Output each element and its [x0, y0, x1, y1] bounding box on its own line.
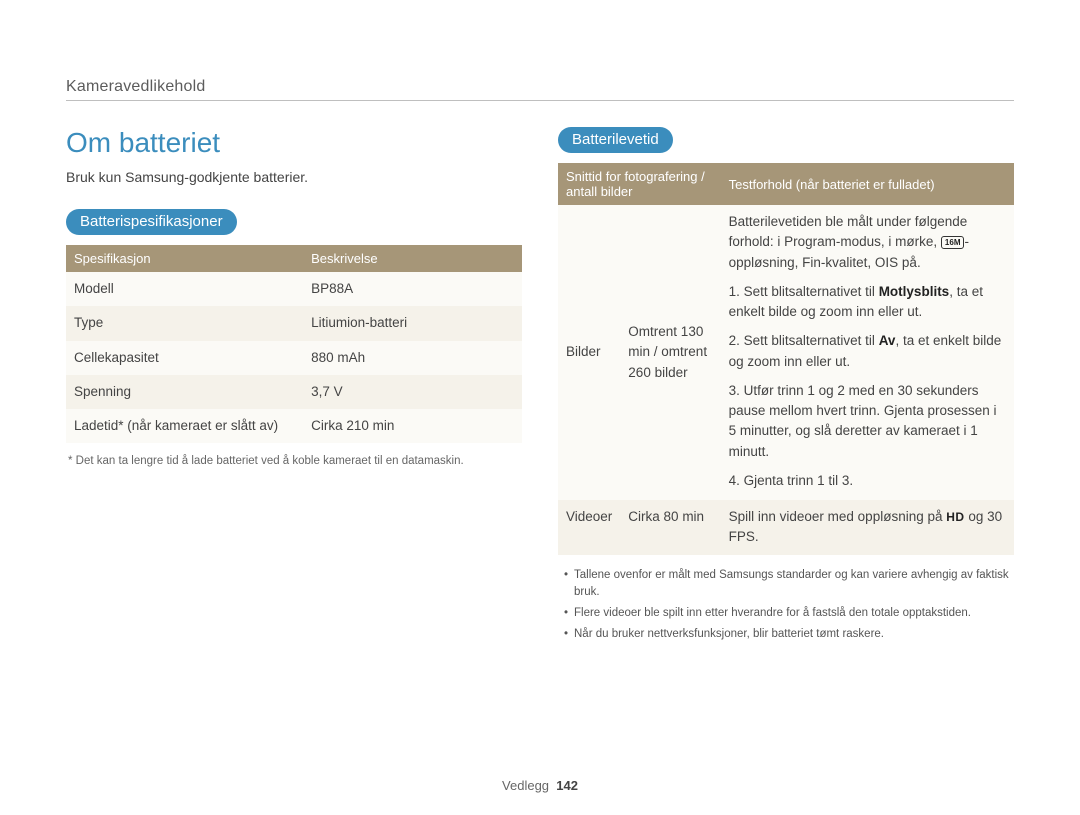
life-table: Snittid for fotografering / antall bilde…: [558, 163, 1014, 555]
spec-head-0: Spesifikasjon: [66, 245, 303, 272]
table-row: Spenning3,7 V: [66, 375, 522, 409]
life-row2-time: Cirka 80 min: [620, 500, 720, 555]
resolution-icon: 16M: [941, 236, 965, 249]
spec-head-1: Beskrivelse: [303, 245, 522, 272]
footer-page: 142: [556, 778, 578, 793]
life-row1-time: Omtrent 130 min / omtrent 260 bilder: [620, 205, 720, 500]
cell: Cellekapasitet: [66, 341, 303, 375]
table-row: ModellBP88A: [66, 272, 522, 306]
text: Spill inn videoer med oppløsning på: [729, 509, 947, 524]
hd-icon: HD: [946, 508, 964, 526]
page-title: Om batteriet: [66, 127, 522, 159]
intro-text: Bruk kun Samsung-godkjente batterier.: [66, 169, 522, 185]
table-row: TypeLitiumion-batteri: [66, 306, 522, 340]
life-pill: Batterilevetid: [558, 127, 673, 153]
text: 4. Gjenta trinn 1 til 3.: [729, 471, 1006, 491]
table-row: Ladetid* (når kameraet er slått av)Cirka…: [66, 409, 522, 443]
bullet-item: Når du bruker nettverksfunksjoner, blir …: [574, 626, 1014, 644]
spec-footnote: * Det kan ta lengre tid å lade batteriet…: [66, 453, 522, 470]
cell: Type: [66, 306, 303, 340]
text: 1. Sett blitsalternativet til: [729, 284, 879, 299]
page-footer: Vedlegg 142: [0, 778, 1080, 793]
divider: [66, 100, 1014, 101]
life-head-0: Snittid for fotografering / antall bilde…: [558, 163, 721, 205]
text: Batterilevetiden ble målt under følgende…: [729, 214, 968, 249]
bullet-item: Flere videoer ble spilt inn etter hveran…: [574, 605, 1014, 623]
spec-pill: Batterispesifikasjoner: [66, 209, 237, 235]
right-column: Batterilevetid Snittid for fotografering…: [558, 127, 1014, 647]
table-row: Videoer Cirka 80 min Spill inn videoer m…: [558, 500, 1014, 555]
cell: Ladetid* (når kameraet er slått av): [66, 409, 303, 443]
cell: Modell: [66, 272, 303, 306]
life-row2-cond: Spill inn videoer med oppløsning på HD o…: [721, 500, 1014, 555]
table-row: Cellekapasitet880 mAh: [66, 341, 522, 375]
text: 2. Sett blitsalternativet til: [729, 333, 879, 348]
cell: BP88A: [303, 272, 522, 306]
breadcrumb: Kameravedlikehold: [66, 78, 1014, 96]
cell: Spenning: [66, 375, 303, 409]
life-row1-label: Bilder: [558, 205, 620, 500]
cell: 3,7 V: [303, 375, 522, 409]
cell: 880 mAh: [303, 341, 522, 375]
life-row1-cond: Batterilevetiden ble målt under følgende…: [721, 205, 1014, 500]
spec-table: Spesifikasjon Beskrivelse ModellBP88A Ty…: [66, 245, 522, 443]
cell: Litiumion-batteri: [303, 306, 522, 340]
text: 3. Utfør trinn 1 og 2 med en 30 sekunder…: [729, 381, 1006, 462]
cell: Cirka 210 min: [303, 409, 522, 443]
table-row: Bilder Omtrent 130 min / omtrent 260 bil…: [558, 205, 1014, 500]
bullet-item: Tallene ovenfor er målt med Samsungs sta…: [574, 567, 1014, 603]
text-bold: Motlysblits: [879, 284, 950, 299]
life-row2-label: Videoer: [558, 500, 620, 555]
life-head-1: Testforhold (når batteriet er fulladet): [721, 163, 1014, 205]
footer-label: Vedlegg: [502, 778, 549, 793]
left-column: Om batteriet Bruk kun Samsung-godkjente …: [66, 127, 522, 647]
text-bold: Av: [879, 333, 896, 348]
life-bullets: Tallene ovenfor er målt med Samsungs sta…: [558, 567, 1014, 644]
